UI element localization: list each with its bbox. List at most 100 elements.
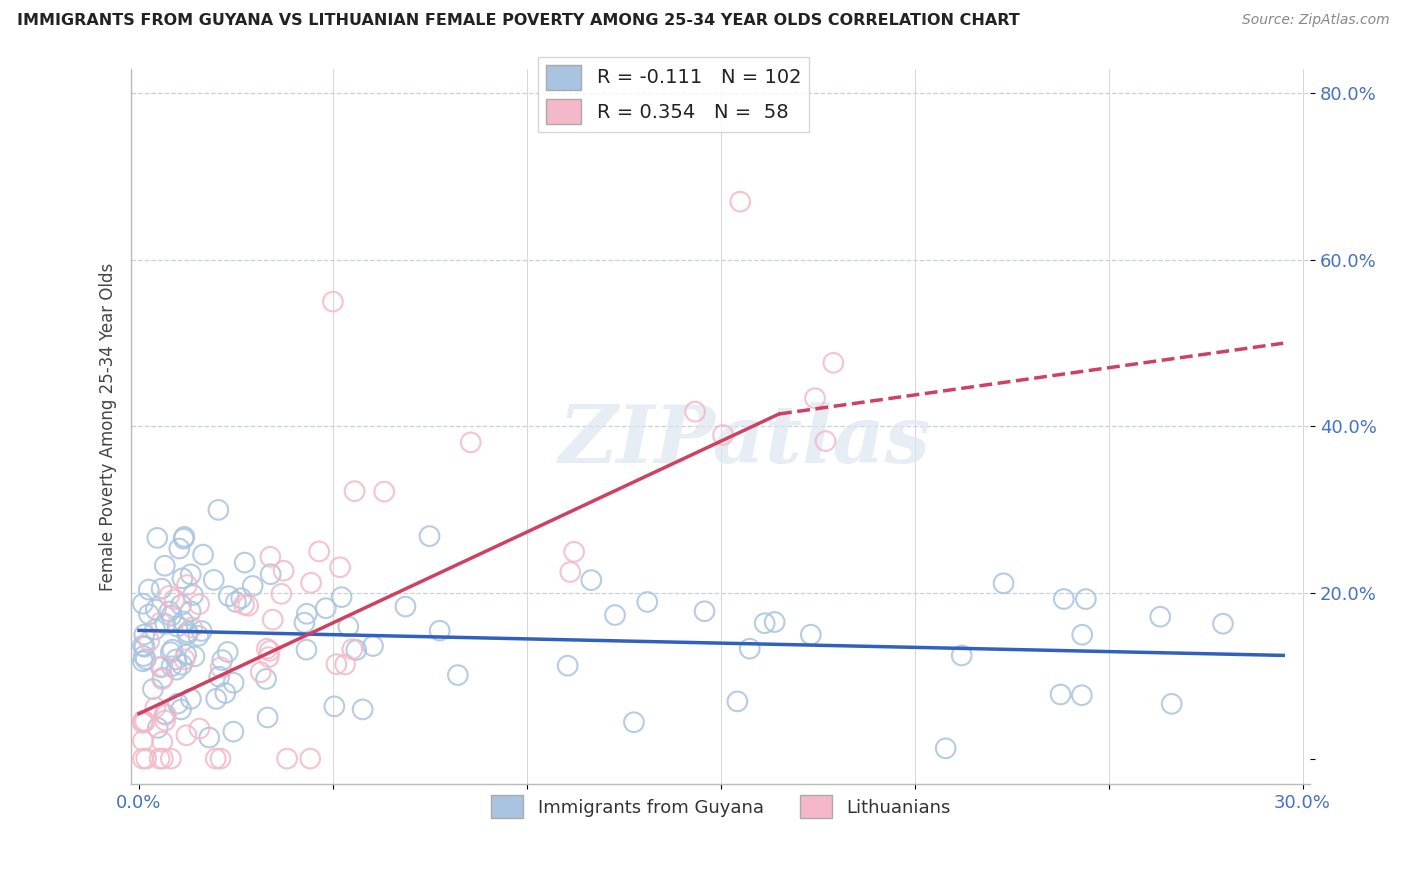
Point [190, 624, 212, 638]
Point [187, 629, 209, 643]
Point [138, 634, 160, 648]
Point [180, 691, 202, 706]
Point [198, 731, 221, 745]
Point [143, 623, 166, 637]
Point [146, 721, 169, 735]
Point [725, 694, 748, 708]
Point [993, 576, 1015, 591]
Y-axis label: Female Poverty Among 25-34 Year Olds: Female Poverty Among 25-34 Year Olds [100, 262, 117, 591]
Point [1212, 616, 1234, 631]
Point [191, 548, 214, 562]
Point [256, 710, 278, 724]
Point [623, 715, 645, 730]
Point [292, 615, 315, 630]
Point [138, 607, 160, 622]
Point [460, 435, 482, 450]
Point [150, 582, 173, 596]
Point [211, 653, 233, 667]
Point [295, 642, 318, 657]
Point [163, 592, 186, 607]
Point [562, 545, 585, 559]
Point [711, 428, 734, 442]
Point [814, 434, 837, 449]
Point [222, 675, 245, 690]
Point [330, 590, 353, 604]
Point [447, 668, 470, 682]
Point [270, 587, 292, 601]
Point [394, 599, 416, 614]
Point [172, 615, 194, 629]
Point [361, 639, 384, 653]
Point [153, 714, 176, 728]
Point [262, 613, 284, 627]
Point [315, 601, 337, 615]
Point [165, 652, 187, 666]
Point [209, 751, 232, 765]
Point [208, 670, 231, 684]
Point [172, 571, 194, 585]
Point [260, 567, 283, 582]
Point [1074, 592, 1097, 607]
Point [418, 529, 440, 543]
Point [150, 659, 173, 673]
Point [134, 640, 156, 654]
Text: Source: ZipAtlas.com: Source: ZipAtlas.com [1241, 13, 1389, 28]
Point [160, 608, 183, 623]
Point [176, 627, 198, 641]
Point [145, 602, 167, 616]
Point [135, 751, 157, 765]
Point [728, 194, 751, 209]
Point [132, 648, 155, 663]
Point [183, 649, 205, 664]
Point [207, 503, 229, 517]
Point [222, 724, 245, 739]
Point [134, 714, 156, 729]
Point [142, 681, 165, 696]
Point [173, 530, 195, 544]
Point [173, 652, 195, 666]
Text: ZIPatlas: ZIPatlas [558, 402, 931, 480]
Point [132, 714, 155, 728]
Point [132, 654, 155, 668]
Point [325, 657, 347, 672]
Point [135, 652, 157, 666]
Point [636, 595, 658, 609]
Point [217, 645, 239, 659]
Point [138, 582, 160, 597]
Point [180, 567, 202, 582]
Point [149, 615, 172, 630]
Point [181, 621, 204, 635]
Point [738, 641, 761, 656]
Point [170, 598, 193, 612]
Point [1149, 609, 1171, 624]
Point [254, 672, 277, 686]
Point [169, 541, 191, 556]
Point [132, 639, 155, 653]
Point [180, 604, 202, 618]
Point [373, 484, 395, 499]
Point [693, 604, 716, 618]
Point [800, 628, 823, 642]
Point [249, 665, 271, 679]
Point [160, 659, 183, 673]
Point [343, 484, 366, 499]
Point [557, 658, 579, 673]
Point [295, 607, 318, 621]
Point [176, 728, 198, 742]
Point [257, 650, 280, 665]
Point [344, 643, 367, 657]
Point [181, 588, 204, 602]
Point [256, 641, 278, 656]
Point [159, 645, 181, 659]
Point [242, 579, 264, 593]
Point [231, 591, 253, 606]
Point [149, 751, 172, 765]
Point [1053, 592, 1076, 607]
Point [299, 751, 322, 765]
Point [276, 751, 298, 765]
Point [1071, 628, 1094, 642]
Point [155, 708, 177, 723]
Point [352, 702, 374, 716]
Point [162, 642, 184, 657]
Point [153, 707, 176, 722]
